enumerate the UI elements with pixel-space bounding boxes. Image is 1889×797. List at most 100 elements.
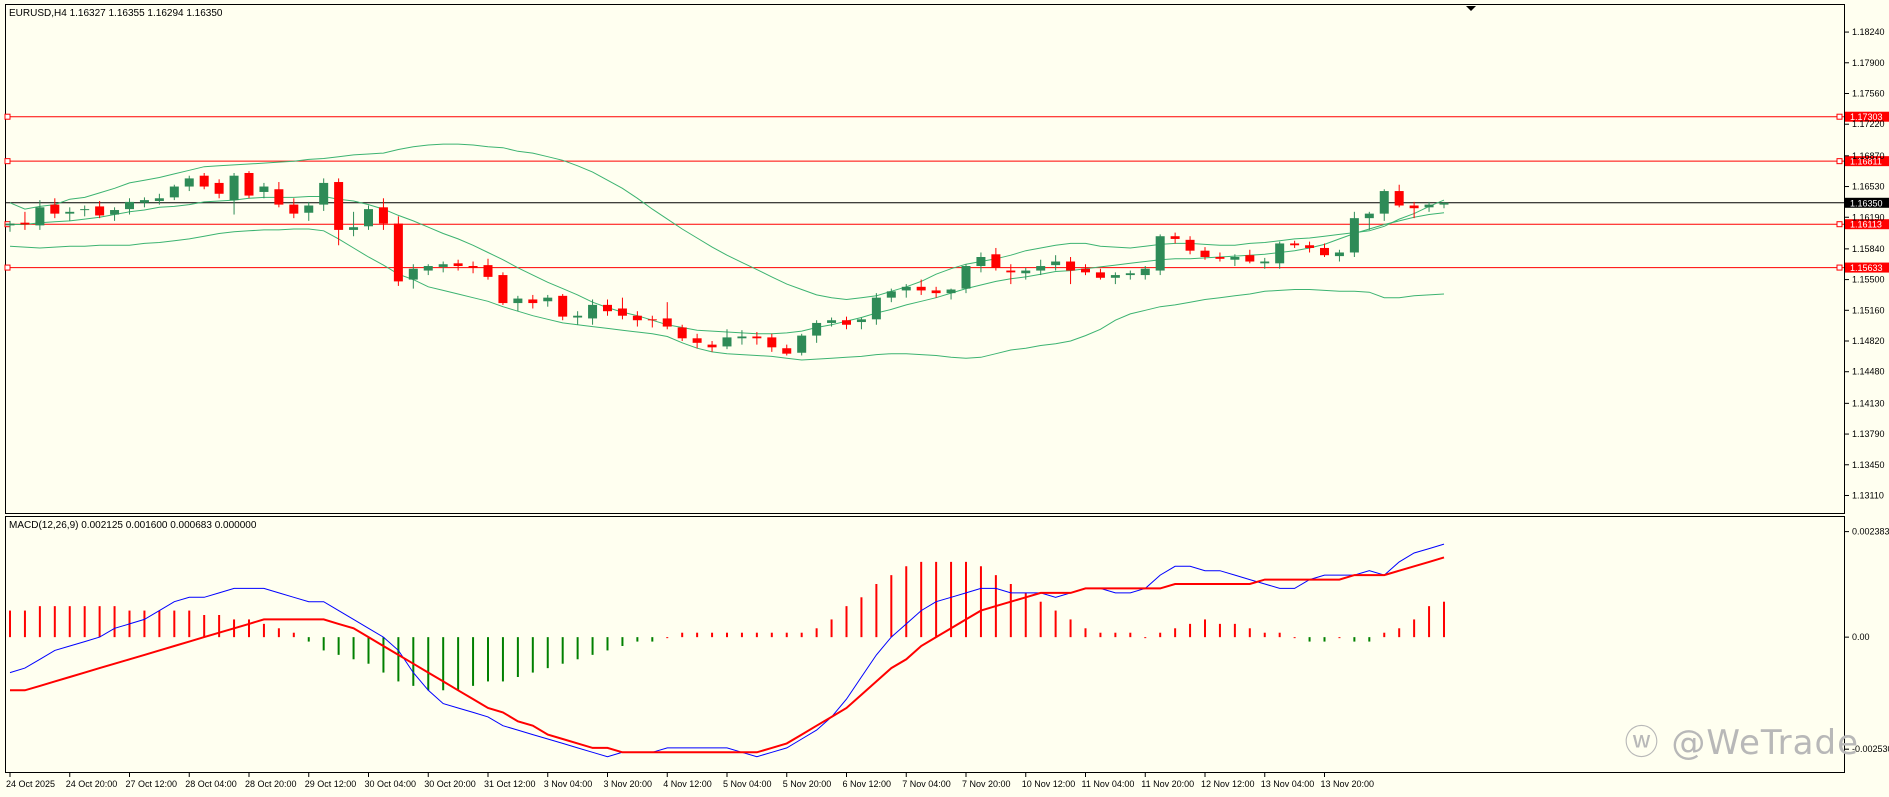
bollinger-upper-line [10, 144, 1444, 299]
candle-body [1051, 262, 1060, 266]
candle-body [95, 206, 104, 215]
macd-line [10, 544, 1444, 757]
candle-body [1201, 251, 1210, 257]
candle-body [962, 266, 971, 289]
candle-body [1215, 257, 1224, 259]
candle-body [947, 290, 956, 294]
candle-body [125, 202, 134, 209]
signal-line [10, 557, 1444, 752]
price-tick-label: 1.14820 [1852, 336, 1885, 346]
macd-lines [10, 544, 1444, 757]
candle-body [80, 209, 89, 210]
time-tick-label: 30 Oct 04:00 [365, 779, 417, 789]
candle-body [230, 176, 239, 200]
candle-body [200, 176, 209, 187]
candle-body [35, 207, 44, 225]
candle-body [6, 224, 15, 226]
candle-body [737, 336, 746, 338]
time-tick-label: 12 Nov 12:00 [1201, 779, 1255, 789]
candle-body [633, 316, 642, 321]
level-anchor-left-icon [5, 265, 10, 270]
price-tick-label: 1.13110 [1852, 490, 1884, 500]
candle-body [439, 264, 448, 267]
candle-body [1320, 248, 1329, 255]
candle-body [588, 305, 597, 319]
candle-body [767, 337, 776, 347]
main-panel-header: EURUSD,H4 1.16327 1.16355 1.16294 1.1635… [9, 8, 223, 19]
candle-body [1380, 191, 1389, 214]
price-tick-label: 1.13790 [1852, 429, 1885, 439]
candle-body [782, 348, 791, 353]
candle-body [245, 173, 254, 196]
watermark-logo-icon: ⓦ [1625, 723, 1660, 763]
candle-body [1395, 191, 1404, 205]
time-tick-label: 29 Oct 12:00 [305, 779, 357, 789]
candle-body [259, 187, 268, 192]
price-tick-label: 1.14130 [1852, 398, 1885, 408]
macd-tick-label: 0.002383 [1852, 527, 1889, 537]
candle-body [379, 207, 388, 223]
price-tick-label: 1.16870 [1852, 151, 1885, 161]
candle-body [1365, 214, 1374, 219]
level-anchor-left-icon [5, 159, 10, 164]
candle-body [1156, 236, 1165, 270]
time-tick-label: 13 Nov 04:00 [1261, 779, 1315, 789]
time-tick-label: 3 Nov 20:00 [604, 779, 653, 789]
candle-body [484, 265, 493, 277]
candle-body [648, 319, 657, 320]
time-tick-label: 7 Nov 20:00 [962, 779, 1011, 789]
candle-body [155, 198, 164, 201]
candle-body [543, 298, 552, 302]
candle-body [1096, 272, 1105, 277]
macd-histogram [10, 562, 1444, 690]
candle-body [498, 275, 507, 303]
candle-body [1440, 203, 1449, 205]
candles [6, 171, 1449, 355]
candle-body [20, 223, 29, 225]
price-tick-label: 1.15500 [1852, 275, 1885, 285]
candle-body [50, 205, 59, 214]
time-tick-label: 4 Nov 12:00 [663, 779, 712, 789]
candle-body [603, 305, 612, 311]
time-tick-label: 24 Oct 20:00 [66, 779, 118, 789]
candle-body [932, 290, 941, 293]
bollinger-bands [10, 144, 1444, 360]
time-tick-label: 11 Nov 20:00 [1141, 779, 1194, 789]
candle-body [1081, 269, 1090, 273]
candle-body [140, 200, 149, 203]
candle-body [170, 187, 179, 198]
watermark: ⓦ @WeTrade [1625, 715, 1859, 764]
candle-body [274, 189, 283, 204]
candle-body [319, 183, 328, 205]
price-tick-label: 1.13450 [1852, 460, 1885, 470]
chart-shift-marker-icon[interactable] [1466, 6, 1476, 11]
time-tick-label: 13 Nov 20:00 [1321, 779, 1375, 789]
candle-body [1006, 271, 1015, 273]
candle-body [1230, 257, 1239, 260]
candle-body [454, 263, 463, 266]
candle-body [528, 299, 537, 303]
level-anchor-right-icon [1837, 159, 1842, 164]
candle-body [1275, 243, 1284, 263]
time-tick-label: 6 Nov 12:00 [843, 779, 892, 789]
main-panel-frame [6, 5, 1845, 514]
level-anchor-left-icon [5, 114, 10, 119]
candle-body [334, 182, 343, 230]
candle-body [917, 287, 926, 291]
candle-body [1335, 252, 1344, 256]
candle-body [976, 257, 985, 266]
candle-body [827, 320, 836, 323]
candle-body [991, 254, 1000, 268]
candle-body [409, 269, 418, 280]
candle-body [424, 266, 433, 271]
candle-body [1021, 271, 1030, 274]
candle-body [1036, 266, 1045, 271]
candle-body [469, 266, 478, 268]
macd-panel-header: MACD(12,26,9) 0.002125 0.001600 0.000683… [9, 520, 257, 531]
